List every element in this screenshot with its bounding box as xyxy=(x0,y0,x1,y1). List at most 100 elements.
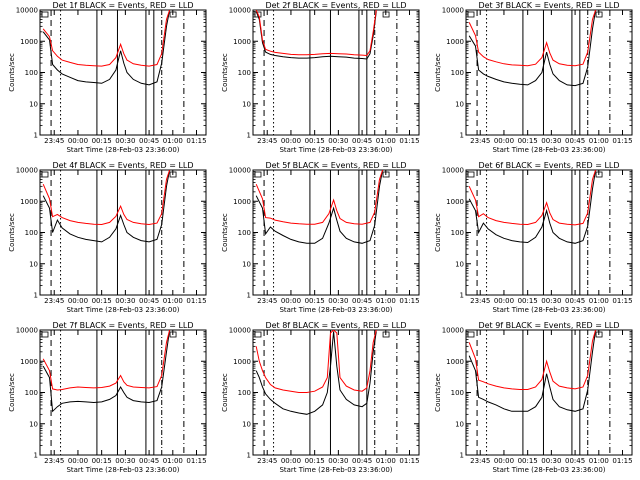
x-tick-label: 00:45 xyxy=(139,137,159,145)
x-tick-label: 23:45 xyxy=(257,297,277,305)
x-tick-label: 23:45 xyxy=(470,297,490,305)
time-markers xyxy=(41,170,185,295)
detector-panel-6: Det 6f BLACK = Events, RED = LLD 1 10 100 10… xyxy=(434,161,633,314)
series-line-events xyxy=(468,170,597,244)
series-line-lld xyxy=(255,330,377,393)
time-markers xyxy=(41,10,185,135)
x-tick-label: 00:15 xyxy=(92,457,112,465)
y-tick-label: 10 xyxy=(455,100,464,108)
x-tick-label: 23:45 xyxy=(470,457,490,465)
series-line-events xyxy=(468,330,597,412)
x-tick-label: 01:00 xyxy=(376,457,396,465)
y-tick-label: 1000 xyxy=(233,198,251,206)
x-axis-label: Start Time (28-Feb-03 23:36:00) xyxy=(492,466,605,474)
x-tick-label: 00:45 xyxy=(352,297,372,305)
y-tick-label: 100 xyxy=(238,229,251,237)
x-tick-label: 23:45 xyxy=(257,457,277,465)
y-tick-label: 10 xyxy=(455,260,464,268)
y-tick-label: 1 xyxy=(460,452,464,460)
x-tick-label: 01:15 xyxy=(186,457,206,465)
panel-title: Det 8f BLACK = Events, RED = LLD xyxy=(265,321,406,330)
y-axis-label: Counts/sec xyxy=(8,213,16,252)
series-line-events xyxy=(42,170,171,243)
panel-title: Det 4f BLACK = Events, RED = LLD xyxy=(52,161,193,170)
y-tick-label: 10000 xyxy=(16,167,38,175)
series-line-events xyxy=(42,10,171,86)
x-tick-label: 00:45 xyxy=(139,297,159,305)
x-tick-label: 00:15 xyxy=(92,297,112,305)
x-tick-label: 00:45 xyxy=(565,457,585,465)
series-line-lld xyxy=(42,170,171,226)
x-tick-label: 00:30 xyxy=(115,457,135,465)
x-tick-label: 00:45 xyxy=(139,457,159,465)
y-axis-label: Counts/sec xyxy=(434,373,442,412)
x-tick-label: 00:30 xyxy=(328,457,348,465)
x-tick-label: 01:15 xyxy=(612,137,632,145)
x-tick-label: 00:30 xyxy=(541,137,561,145)
x-axis-label: Start Time (28-Feb-03 23:36:00) xyxy=(279,146,392,154)
x-axis-label: Start Time (28-Feb-03 23:36:00) xyxy=(66,306,179,314)
x-tick-label: 01:00 xyxy=(163,457,183,465)
x-tick-label: 00:00 xyxy=(68,137,88,145)
detector-panel-7: Det 7f BLACK = Events, RED = LLD 1 10 100 10… xyxy=(8,321,207,474)
y-tick-label: 1 xyxy=(247,132,251,140)
x-axis-label: Start Time (28-Feb-03 23:36:00) xyxy=(66,466,179,474)
y-tick-label: 10000 xyxy=(229,7,251,15)
y-tick-label: 1000 xyxy=(20,38,38,46)
y-tick-label: 100 xyxy=(25,229,38,237)
detector-panel-2: Det 2f BLACK = Events, RED = LLD 1 10 100 10… xyxy=(221,1,420,154)
y-tick-label: 10000 xyxy=(229,327,251,335)
y-tick-label: 10000 xyxy=(442,7,464,15)
x-tick-label: 01:15 xyxy=(399,457,419,465)
x-tick-label: 00:30 xyxy=(541,297,561,305)
panel-title: Det 2f BLACK = Events, RED = LLD xyxy=(265,1,406,10)
y-tick-label: 10 xyxy=(242,420,251,428)
y-tick-label: 10 xyxy=(242,100,251,108)
y-tick-label: 1 xyxy=(460,132,464,140)
series-line-lld xyxy=(468,330,597,390)
x-tick-label: 00:30 xyxy=(115,137,135,145)
x-tick-label: 00:45 xyxy=(352,137,372,145)
time-markers xyxy=(254,330,398,455)
y-tick-label: 100 xyxy=(25,389,38,397)
y-axis-label: Counts/sec xyxy=(434,53,442,92)
plot-frame xyxy=(39,169,207,296)
y-tick-label: 100 xyxy=(451,229,464,237)
x-tick-label: 00:00 xyxy=(494,297,514,305)
x-tick-label: 01:00 xyxy=(589,297,609,305)
marker-square xyxy=(169,171,177,178)
y-tick-label: 10000 xyxy=(229,167,251,175)
x-tick-label: 00:30 xyxy=(115,297,135,305)
plot-frame xyxy=(39,9,207,136)
y-tick-label: 10 xyxy=(242,260,251,268)
x-tick-label: 01:00 xyxy=(376,297,396,305)
x-tick-label: 00:30 xyxy=(328,137,348,145)
marker-square xyxy=(595,11,603,18)
x-tick-label: 00:15 xyxy=(305,457,325,465)
x-tick-label: 00:00 xyxy=(281,457,301,465)
y-tick-label: 10 xyxy=(29,100,38,108)
y-tick-label: 100 xyxy=(238,69,251,77)
x-tick-label: 23:45 xyxy=(44,457,64,465)
y-tick-label: 1000 xyxy=(446,198,464,206)
x-tick-label: 01:00 xyxy=(589,457,609,465)
y-tick-label: 100 xyxy=(451,389,464,397)
x-tick-label: 01:00 xyxy=(376,137,396,145)
plot-frame xyxy=(465,329,633,456)
detector-panel-4: Det 4f BLACK = Events, RED = LLD 1 10 100 10… xyxy=(8,161,207,314)
detector-panel-8: Det 8f BLACK = Events, RED = LLD 1 10 100 10… xyxy=(221,321,420,474)
x-tick-label: 00:45 xyxy=(565,137,585,145)
series-line-events xyxy=(255,11,377,60)
x-tick-label: 01:15 xyxy=(186,137,206,145)
panel-title: Det 6f BLACK = Events, RED = LLD xyxy=(478,161,619,170)
x-tick-label: 00:45 xyxy=(565,297,585,305)
x-tick-label: 00:00 xyxy=(494,137,514,145)
detector-panel-9: Det 9f BLACK = Events, RED = LLD 1 10 100 10… xyxy=(434,321,633,474)
time-markers xyxy=(254,170,398,295)
y-tick-label: 1 xyxy=(247,292,251,300)
x-tick-label: 23:45 xyxy=(44,297,64,305)
y-axis-label: Counts/sec xyxy=(221,373,229,412)
marker-square xyxy=(467,11,475,18)
time-markers xyxy=(467,10,611,135)
